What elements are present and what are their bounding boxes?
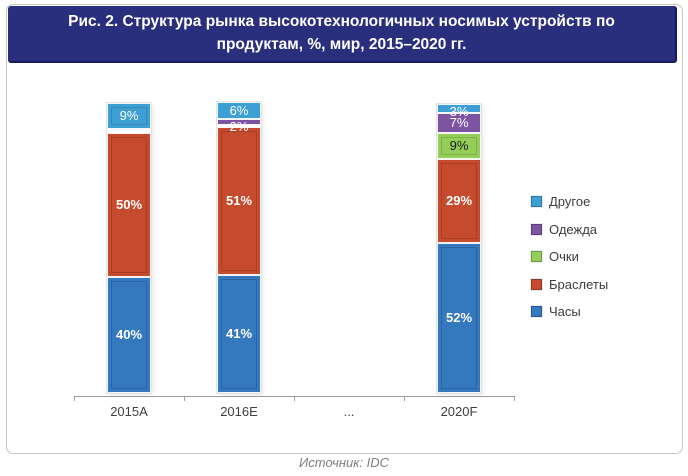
legend-swatch-icon xyxy=(531,306,542,317)
chart-area: 2015A 2016E... 2020F 40% 50% 9% 41% 51% 2% 6% 52% 2… xyxy=(7,63,682,453)
legend-item-Одежда: Одежда xyxy=(531,222,608,237)
legend-swatch-icon xyxy=(531,278,542,290)
legend-label: Одежда xyxy=(549,221,598,237)
bar-2015A: 40% 50% 9% xyxy=(107,102,151,393)
segment-Другое: 3% xyxy=(437,104,481,119)
x-axis-label: 2020F xyxy=(440,404,478,419)
segment-label: 9% xyxy=(119,108,139,124)
segment-Другое: 6% xyxy=(217,102,261,120)
legend-label: Очки xyxy=(549,249,579,264)
segment-Одежда: 2% xyxy=(217,119,261,134)
legend-swatch-icon xyxy=(531,196,542,207)
x-axis-tick xyxy=(404,396,405,401)
segment-label: 6% xyxy=(229,102,249,118)
legend: Другое Одежда Очки Браслеты Часы xyxy=(531,194,608,319)
segment-label: 9% xyxy=(449,138,469,154)
x-axis-tick xyxy=(514,396,515,401)
segment-Одежда xyxy=(107,128,151,131)
segment-Очки xyxy=(217,125,261,128)
x-axis-tick xyxy=(294,396,295,401)
segment-Браслеты: 51% xyxy=(217,127,261,275)
x-axis-label: ... xyxy=(343,404,355,419)
legend-item-Браслеты: Браслеты xyxy=(531,277,608,292)
segment-label: 51% xyxy=(225,193,253,209)
segment-Очки xyxy=(107,130,151,133)
segment-Часы: 41% xyxy=(217,274,261,393)
segment-Браслеты: 50% xyxy=(107,132,151,278)
x-axis-label: 2015A xyxy=(110,404,148,419)
bar-2016E: 41% 51% 2% 6% xyxy=(217,102,261,393)
legend-label: Браслеты xyxy=(549,276,609,292)
segment-Браслеты: 29% xyxy=(437,158,481,243)
legend-swatch-icon xyxy=(531,223,542,235)
segment-Другое: 9% xyxy=(107,102,151,129)
source-caption: Источник: IDC xyxy=(299,455,389,470)
bar-2020F: 52% 29% 9% 7% 3% xyxy=(437,104,481,393)
figure-title-bar: Рис. 2. Структура рынка высокотехнологич… xyxy=(8,6,677,63)
segment-label: 50% xyxy=(115,197,143,213)
legend-label: Часы xyxy=(549,304,581,319)
x-axis-label: 2016E xyxy=(220,404,258,419)
segment-Очки: 9% xyxy=(437,132,481,159)
segment-label: 2% xyxy=(229,119,249,135)
x-axis-tick xyxy=(184,396,185,401)
legend-item-Часы: Часы xyxy=(531,304,608,319)
legend-swatch-icon xyxy=(531,251,542,262)
x-axis-tick xyxy=(74,396,75,401)
segment-label: 7% xyxy=(449,115,469,131)
segment-label: 3% xyxy=(449,104,469,120)
segment-label: 41% xyxy=(225,325,253,341)
figure-title: Рис. 2. Структура рынка высокотехнологич… xyxy=(68,13,615,53)
segment-label: 52% xyxy=(445,310,473,326)
legend-label: Другое xyxy=(549,194,591,209)
segment-Одежда: 7% xyxy=(437,112,481,133)
legend-item-Очки: Очки xyxy=(531,249,608,264)
figure-frame: Рис. 2. Структура рынка высокотехнологич… xyxy=(6,4,683,454)
legend-item-Другое: Другое xyxy=(531,194,608,209)
segment-Часы: 52% xyxy=(437,242,481,393)
segment-Часы: 40% xyxy=(107,277,151,393)
segment-label: 29% xyxy=(445,193,473,209)
segment-label: 40% xyxy=(115,327,143,343)
